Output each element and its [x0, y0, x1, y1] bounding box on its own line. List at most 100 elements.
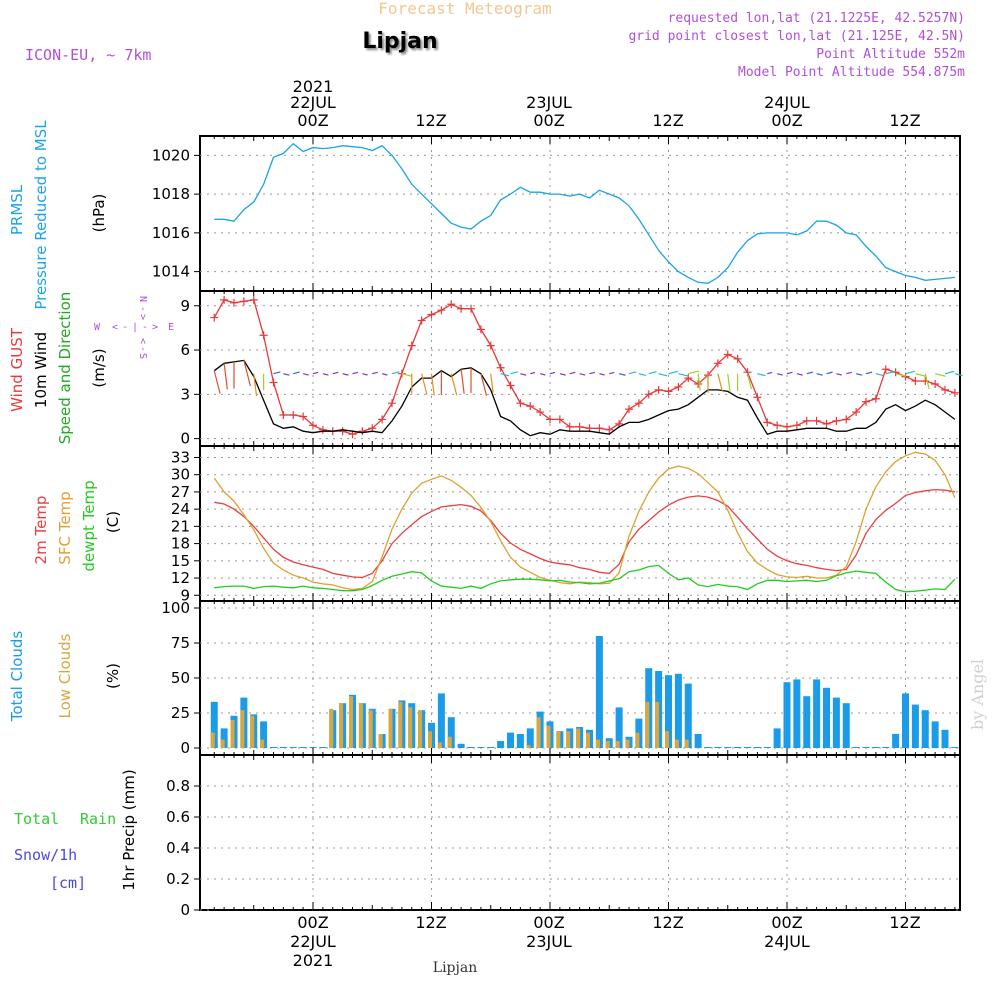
total-clouds-label: Total Clouds: [8, 631, 26, 723]
total-cloud-bar-27: [477, 747, 485, 748]
temperature-ytick-label-5: 24: [171, 500, 190, 518]
precipitation-ytick-label-2: 0.4: [166, 839, 190, 857]
compass-arrow-e: >: [152, 322, 158, 333]
gust-marker-37: [575, 422, 584, 431]
chart-title: Forecast Meteogram: [378, 0, 551, 18]
gust-marker-1: [220, 295, 229, 304]
low-cloud-bar-44: [645, 701, 650, 748]
gridpoint-coords: grid point closest lon,lat (21.125E, 42.…: [628, 29, 965, 44]
gust-marker-56: [763, 418, 772, 427]
wind-arrow-0: [213, 370, 221, 394]
gust-marker-0: [210, 313, 219, 322]
total-cloud-bar-46: [665, 675, 672, 748]
wind-arrow-68: [885, 370, 896, 375]
low-cloud-bar-24: [447, 736, 452, 748]
top-hour-6: 12Z: [889, 111, 920, 130]
compass-rose: N - > W < - | - > E < - S: [94, 296, 174, 359]
total-cloud-bar-32: [526, 728, 534, 748]
bottom-hour-4: 12Z: [652, 913, 683, 932]
low-cloud-bar-47: [674, 739, 679, 748]
total-cloud-bar-55: [753, 747, 761, 748]
gust-marker-10: [309, 421, 317, 430]
wind-arrow-52: [727, 373, 731, 393]
total-cloud-bar-54: [744, 747, 751, 748]
gust-marker-68: [881, 365, 890, 374]
requested-coords: requested lon,lat (21.1225E, 42.5257N): [668, 11, 965, 26]
gust-marker-5: [259, 331, 268, 340]
low-cloud-bar-14: [349, 696, 353, 748]
gust-marker-58: [783, 422, 791, 431]
top-hour-5: 00Z: [771, 111, 802, 130]
wind-arrow-45: [658, 373, 668, 377]
compass-bar: |: [132, 322, 138, 333]
precipitation-ytick-label-1: 0.2: [166, 870, 190, 888]
gust-marker-28: [486, 341, 495, 350]
wind-arrow-24: [450, 373, 458, 396]
wind-arrow-11: [322, 373, 329, 376]
compass-dash-s: -: [137, 346, 148, 352]
wind-arrow-37: [579, 373, 586, 376]
gust-marker-52: [723, 350, 732, 359]
total-cloud-bar-41: [615, 707, 623, 748]
bottom-hour-5: 00Z: [771, 913, 802, 932]
wind-arrow-33: [539, 373, 546, 376]
wind-arrow-44: [648, 371, 657, 375]
wind-arrow-40: [609, 371, 615, 375]
low-cloud-bar-39: [595, 739, 600, 748]
wind-arrow-21: [421, 373, 428, 395]
total-cloud-bar-72: [921, 710, 929, 748]
cloud-unit: (%): [104, 663, 122, 689]
low-clouds-label: Low Clouds: [56, 633, 74, 718]
bottom-date-3: 24JUL: [764, 932, 810, 951]
gust-marker-74: [941, 385, 949, 394]
gust-marker-4: [249, 295, 258, 304]
total-cloud-bar-5: [260, 721, 268, 748]
total-cloud-bar-61: [813, 679, 821, 748]
model-altitude: Model Point Altitude 554.875m: [738, 65, 965, 80]
pressure-panel-frame: [199, 135, 961, 292]
temperature-ytick-label-2: 15: [171, 552, 190, 570]
precipitation-ytick-label-0: 0: [180, 901, 190, 919]
plot-area: 1014101610181020036991215182124273033025…: [152, 135, 963, 919]
wind-arrow-56: [767, 371, 773, 375]
total-cloud-bar-39: [595, 636, 603, 748]
wind-arrow-15: [362, 373, 368, 376]
low-cloud-bar-38: [586, 732, 590, 748]
wind-ytick-label-1: 3: [180, 385, 190, 403]
total-cloud-bar-56: [763, 747, 771, 748]
compass-arrow-w: <: [112, 322, 118, 333]
low-cloud-bar-45: [655, 701, 660, 748]
model-label: ICON-EU, ~ 7km: [25, 46, 151, 64]
wind-arrow-51: [717, 373, 724, 392]
gust-marker-8: [289, 411, 298, 419]
wind-arrow-13: [342, 373, 349, 376]
footer-location: Lipjan: [433, 960, 477, 976]
clouds-ytick-label-1: 25: [171, 704, 190, 722]
wind-ytick-label-3: 9: [180, 297, 190, 315]
total-cloud-bar-28: [487, 747, 495, 748]
low-cloud-bar-16: [368, 710, 373, 748]
wind-arrow-19: [401, 373, 413, 377]
wind-arrow-35: [559, 373, 566, 376]
low-cloud-bar-21: [418, 710, 423, 748]
total-cloud-bar-50: [704, 747, 712, 748]
wind-arrow-6: [273, 371, 281, 375]
wind-gust-line: [213, 299, 956, 435]
wind-arrow-28: [490, 373, 494, 393]
top-hour-1: 00Z: [297, 111, 328, 130]
temperature-ytick-label-4: 21: [171, 517, 190, 535]
gust-marker-20: [407, 341, 416, 350]
gust-marker-59: [792, 421, 801, 430]
clouds-ytick-label-4: 100: [161, 599, 190, 617]
compass-arrow-n: >: [137, 314, 148, 320]
low-cloud-bar-22: [428, 731, 432, 748]
total-cloud-bar-25: [457, 743, 465, 748]
total-cloud-bar-63: [832, 697, 840, 748]
low-cloud-bar-1: [220, 739, 225, 748]
wind-arrow-16: [372, 371, 378, 375]
gust-marker-23: [437, 306, 446, 315]
wind-ytick-label-0: 0: [180, 430, 190, 448]
low-cloud-bar-4: [250, 715, 255, 748]
low-cloud-bar-37: [576, 728, 581, 748]
wind10-label: 10m Wind: [32, 332, 50, 408]
